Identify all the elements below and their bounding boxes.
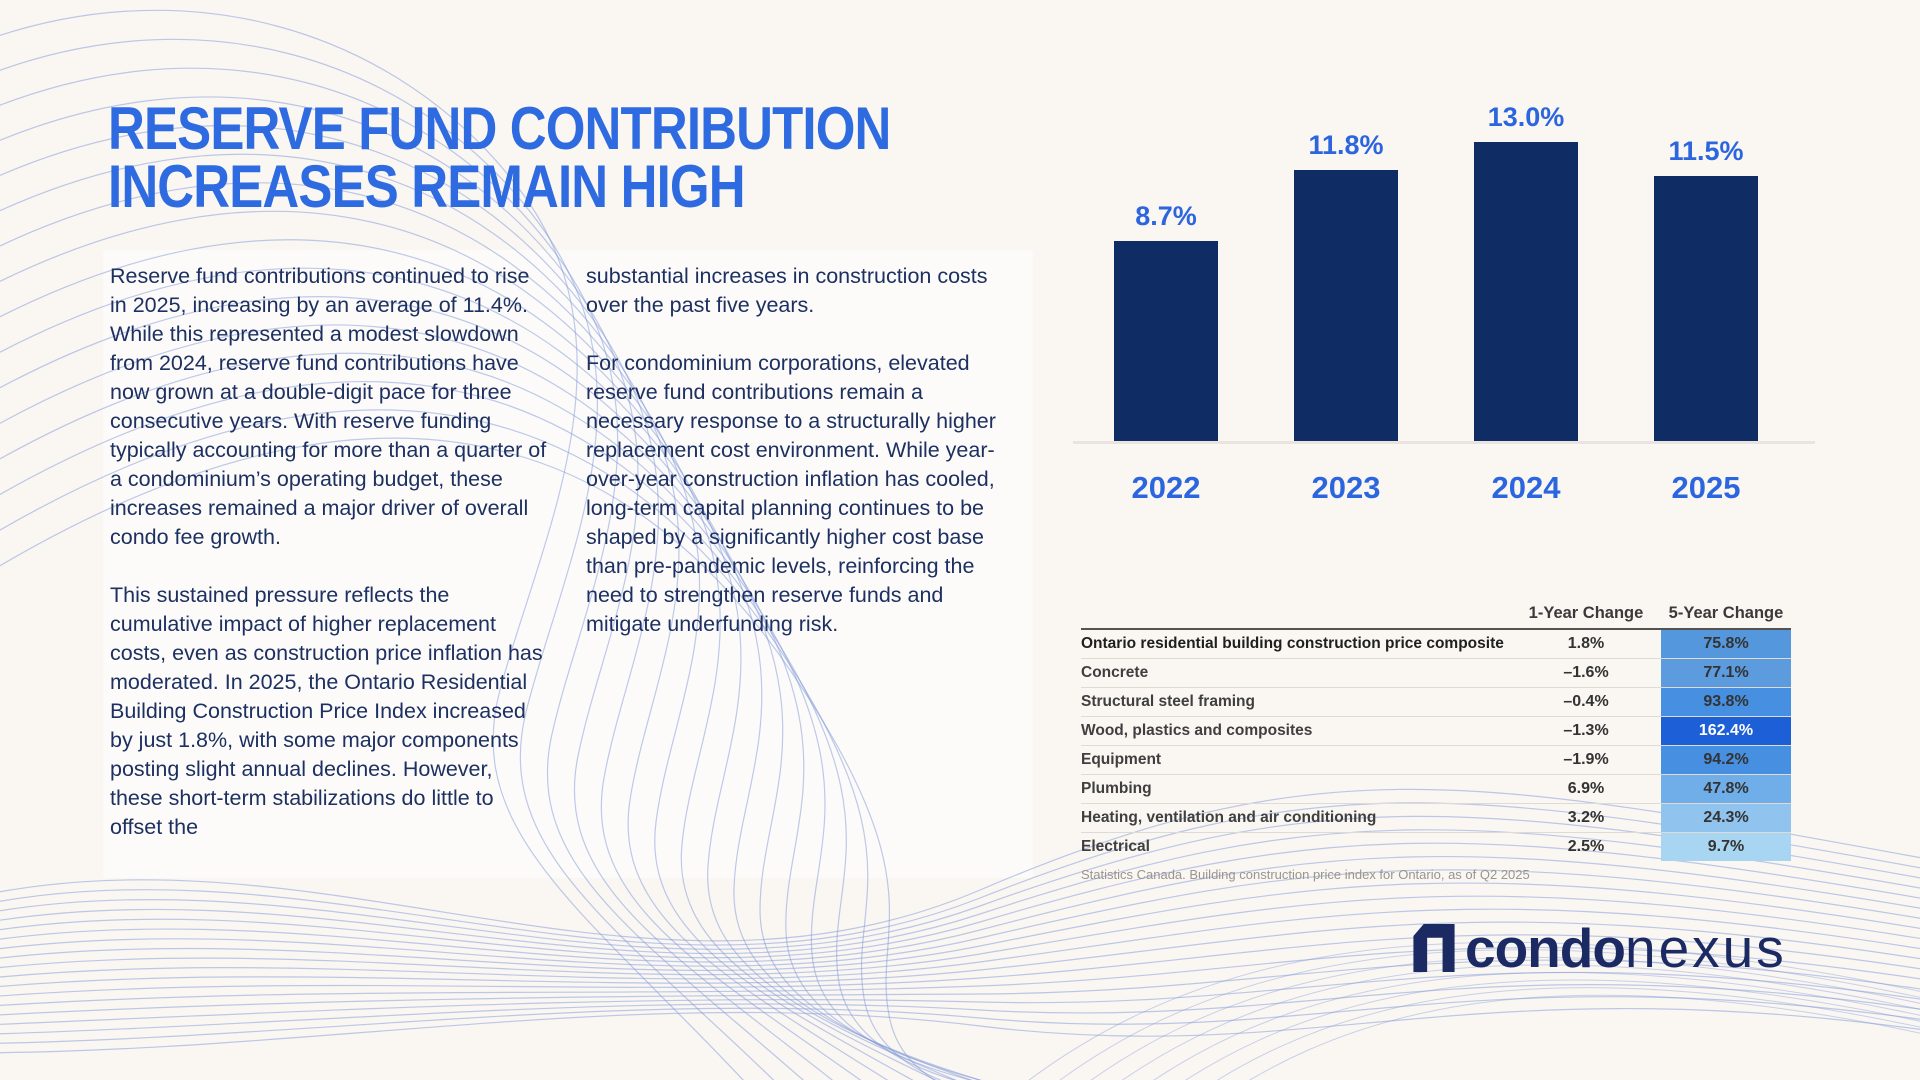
bar-chart: 8.7% 11.8% 13.0% 11.5%: [1114, 100, 1758, 441]
title-line-2: INCREASES REMAIN HIGH: [108, 153, 746, 220]
table-row: Heating, ventilation and air conditionin…: [1081, 803, 1791, 832]
table-header-1-year: 1-Year Change: [1528, 603, 1644, 622]
year-label: 2022: [1131, 470, 1201, 505]
x-axis-line: [1073, 441, 1815, 444]
five-year-cell: 75.8%: [1661, 630, 1791, 658]
row-label: Electrical: [1081, 838, 1150, 855]
body-column-1: Reserve fund contributions continued to …: [110, 262, 548, 871]
bar-column-2025: 11.5%: [1654, 136, 1758, 441]
one-year-value: 6.9%: [1567, 780, 1605, 797]
bar-2024: [1474, 142, 1578, 441]
table-row: Electrical 2.5% 9.7%: [1081, 832, 1791, 861]
five-year-cell: 94.2%: [1661, 746, 1791, 774]
five-year-cell: 47.8%: [1661, 775, 1791, 803]
five-year-cell: 93.8%: [1661, 688, 1791, 716]
five-year-cell: 77.1%: [1661, 659, 1791, 687]
logo-text-condo: condo: [1465, 917, 1626, 979]
table-header-row: 1-Year Change 5-Year Change: [1081, 598, 1791, 628]
five-year-cell: 24.3%: [1661, 804, 1791, 832]
paragraph: This sustained pressure reflects the cum…: [110, 583, 543, 839]
paragraph: For condominium corporations, elevated r…: [586, 351, 996, 636]
five-year-cell: 162.4%: [1661, 717, 1791, 745]
one-year-value: –1.6%: [1563, 664, 1609, 681]
table-source-note: Statistics Canada. Building construction…: [1081, 867, 1530, 882]
bar-column-2024: 13.0%: [1474, 102, 1578, 441]
one-year-value: –1.9%: [1563, 751, 1609, 768]
table-row: Structural steel framing –0.4% 93.8%: [1081, 687, 1791, 716]
year-label: 2023: [1311, 470, 1381, 505]
bar-2025: [1654, 176, 1758, 441]
price-change-table: 1-Year Change 5-Year Change Ontario resi…: [1081, 598, 1791, 882]
condonexus-logo: condo nexus: [1410, 916, 1787, 980]
row-label: Heating, ventilation and air conditionin…: [1081, 809, 1377, 826]
one-year-value: –0.4%: [1563, 693, 1609, 710]
body-column-2: substantial increases in construction co…: [586, 262, 1024, 668]
row-label: Wood, plastics and composites: [1081, 722, 1313, 739]
bar-column-2022: 8.7%: [1114, 201, 1218, 441]
one-year-value: 2.5%: [1567, 838, 1605, 855]
one-year-value: 3.2%: [1567, 809, 1605, 826]
logo-text-nexus: nexus: [1624, 917, 1787, 979]
bar-value-label: 11.8%: [1308, 130, 1384, 160]
condonexus-logo-icon: [1413, 924, 1455, 972]
bar-value-label: 11.5%: [1668, 136, 1744, 166]
table-row: Ontario residential building constructio…: [1081, 628, 1791, 658]
table-row: Concrete –1.6% 77.1%: [1081, 658, 1791, 687]
table-row: Wood, plastics and composites –1.3% 162.…: [1081, 716, 1791, 745]
year-label: 2025: [1671, 470, 1741, 505]
one-year-value: –1.3%: [1563, 722, 1609, 739]
row-label: Plumbing: [1081, 780, 1152, 797]
row-label: Structural steel framing: [1081, 693, 1255, 710]
paragraph: substantial increases in construction co…: [586, 264, 988, 317]
row-label: Concrete: [1081, 664, 1149, 681]
row-label: Equipment: [1081, 751, 1162, 768]
bar-2023: [1294, 170, 1398, 441]
bar-value-label: 8.7%: [1135, 201, 1197, 231]
page-title: RESERVE FUND CONTRIBUTION INCREASES REMA…: [108, 99, 891, 217]
x-axis-labels: 2022 2023 2024 2025: [1114, 470, 1758, 506]
five-year-cell: 9.7%: [1661, 833, 1791, 861]
one-year-value: 1.8%: [1567, 635, 1605, 652]
paragraph: Reserve fund contributions continued to …: [110, 264, 547, 549]
title-line-1: RESERVE FUND CONTRIBUTION: [108, 95, 891, 162]
bar-value-label: 13.0%: [1487, 102, 1565, 132]
row-label: Ontario residential building constructio…: [1081, 635, 1504, 652]
bar-2022: [1114, 241, 1218, 441]
table-header-5-year: 5-Year Change: [1668, 603, 1784, 622]
table-row: Equipment –1.9% 94.2%: [1081, 745, 1791, 774]
year-label: 2024: [1491, 470, 1561, 505]
table-row: Plumbing 6.9% 47.8%: [1081, 774, 1791, 803]
bar-column-2023: 11.8%: [1294, 130, 1398, 441]
